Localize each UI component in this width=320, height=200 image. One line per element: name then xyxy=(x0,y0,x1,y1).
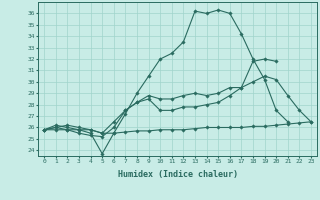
X-axis label: Humidex (Indice chaleur): Humidex (Indice chaleur) xyxy=(118,170,238,179)
